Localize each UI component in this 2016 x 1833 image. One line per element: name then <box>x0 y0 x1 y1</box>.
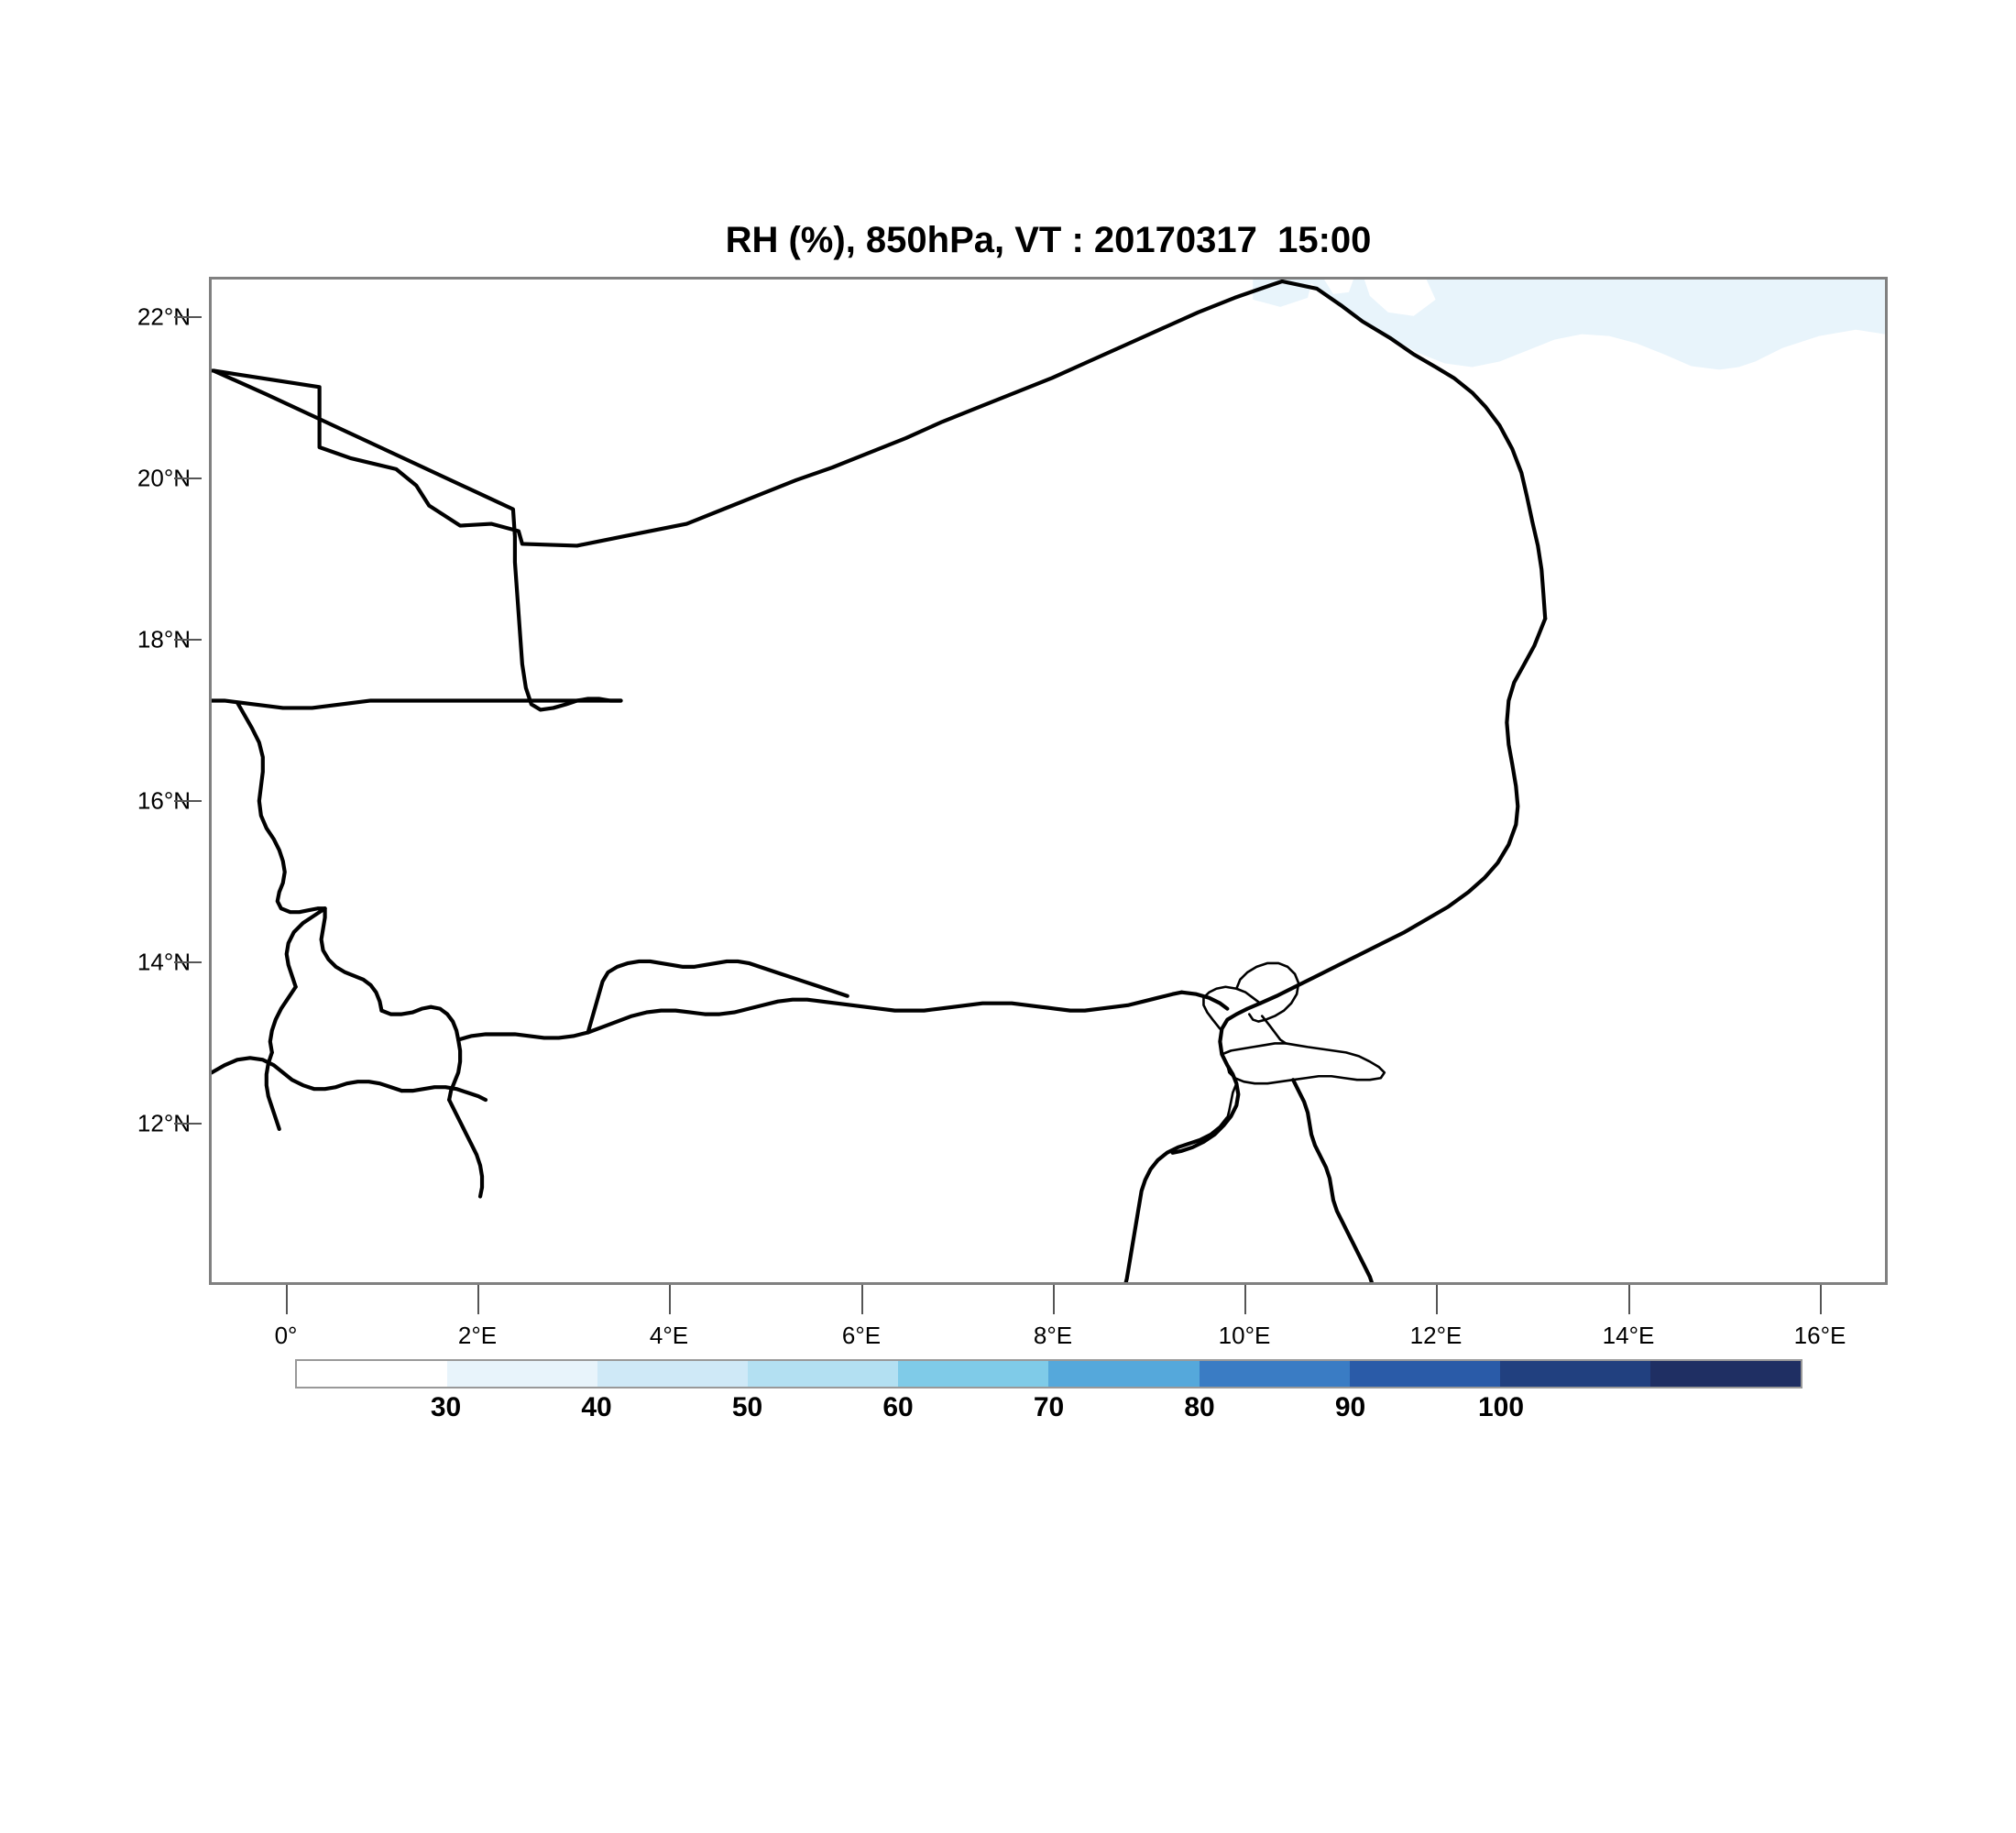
country-border-south <box>212 700 1230 1199</box>
colorbar-segment <box>1048 1361 1200 1387</box>
ytick-mark <box>174 1123 202 1125</box>
ytick-mark <box>174 316 202 318</box>
country-border-west <box>212 368 623 712</box>
ytick-label: 20°N <box>137 464 191 492</box>
xtick-label: 10°E <box>1218 1322 1271 1349</box>
ytick-mark <box>174 800 202 802</box>
country-border-southeast <box>1123 1078 1374 1282</box>
latitude-axis: 22°N 20°N 18°N 16°N 14°N 12°N <box>27 277 202 1285</box>
xtick-mark <box>477 1285 479 1314</box>
xtick-mark <box>669 1285 671 1314</box>
colorbar-segment <box>1349 1361 1500 1387</box>
ytick-label: 16°N <box>137 786 191 815</box>
xtick-mark <box>1820 1285 1822 1314</box>
map-plot-area[interactable] <box>209 277 1888 1285</box>
xtick-label: 0° <box>274 1322 298 1349</box>
colorbar-segment <box>1199 1361 1350 1387</box>
ytick-label: 12°N <box>137 1109 191 1137</box>
colorbar-segment <box>1499 1361 1650 1387</box>
xtick-mark <box>286 1285 288 1314</box>
xtick-mark <box>1628 1285 1630 1314</box>
colorbar-segment <box>597 1361 749 1387</box>
xtick-mark <box>1053 1285 1055 1314</box>
colorbar-gradient[interactable] <box>295 1359 1802 1388</box>
page-title: RH (%), 850hPa, VT : 20170317 15:00 <box>725 220 1372 260</box>
colorbar-segment <box>447 1361 598 1387</box>
map-icon <box>212 280 1885 1282</box>
colorbar-tick-labels: 30 40 50 60 70 80 90 100 <box>295 1388 1802 1434</box>
colorbar-tick-label: 40 <box>581 1392 612 1422</box>
xtick-label: 16°E <box>1793 1322 1846 1349</box>
country-border-niger <box>212 280 1548 1155</box>
colorbar-segment <box>1649 1361 1801 1387</box>
colorbar-segment <box>898 1361 1049 1387</box>
ytick-label: 22°N <box>137 302 191 331</box>
ytick-mark <box>174 639 202 641</box>
colorbar-tick-label: 80 <box>1184 1392 1215 1422</box>
colorbar-segment <box>297 1361 448 1387</box>
colorbar[interactable] <box>295 1359 1802 1388</box>
colorbar-tick-label: 90 <box>1334 1392 1366 1422</box>
colorbar-tick-label: 50 <box>731 1392 763 1422</box>
longitude-axis: 0° 2°E 4°E 6°E 8°E 10°E 12°E 14°E 16°E <box>209 1285 1888 1358</box>
xtick-mark <box>861 1285 863 1314</box>
ytick-label: 18°N <box>137 625 191 653</box>
colorbar-segment <box>748 1361 899 1387</box>
xtick-label: 8°E <box>1033 1322 1073 1349</box>
xtick-label: 2°E <box>457 1322 498 1349</box>
colorbar-tick-label: 100 <box>1477 1392 1525 1422</box>
ytick-label: 14°N <box>137 948 191 976</box>
colorbar-tick-label: 30 <box>430 1392 462 1422</box>
ytick-mark <box>174 477 202 479</box>
colorbar-tick-label: 60 <box>882 1392 914 1422</box>
ytick-mark <box>174 961 202 963</box>
xtick-mark <box>1244 1285 1246 1314</box>
rh-shaded-region-30-40 <box>1253 280 1885 417</box>
xtick-label: 6°E <box>841 1322 882 1349</box>
xtick-mark <box>1436 1285 1438 1314</box>
xtick-label: 14°E <box>1602 1322 1655 1349</box>
xtick-label: 12°E <box>1409 1322 1463 1349</box>
colorbar-tick-label: 70 <box>1033 1392 1065 1422</box>
xtick-label: 4°E <box>649 1322 689 1349</box>
